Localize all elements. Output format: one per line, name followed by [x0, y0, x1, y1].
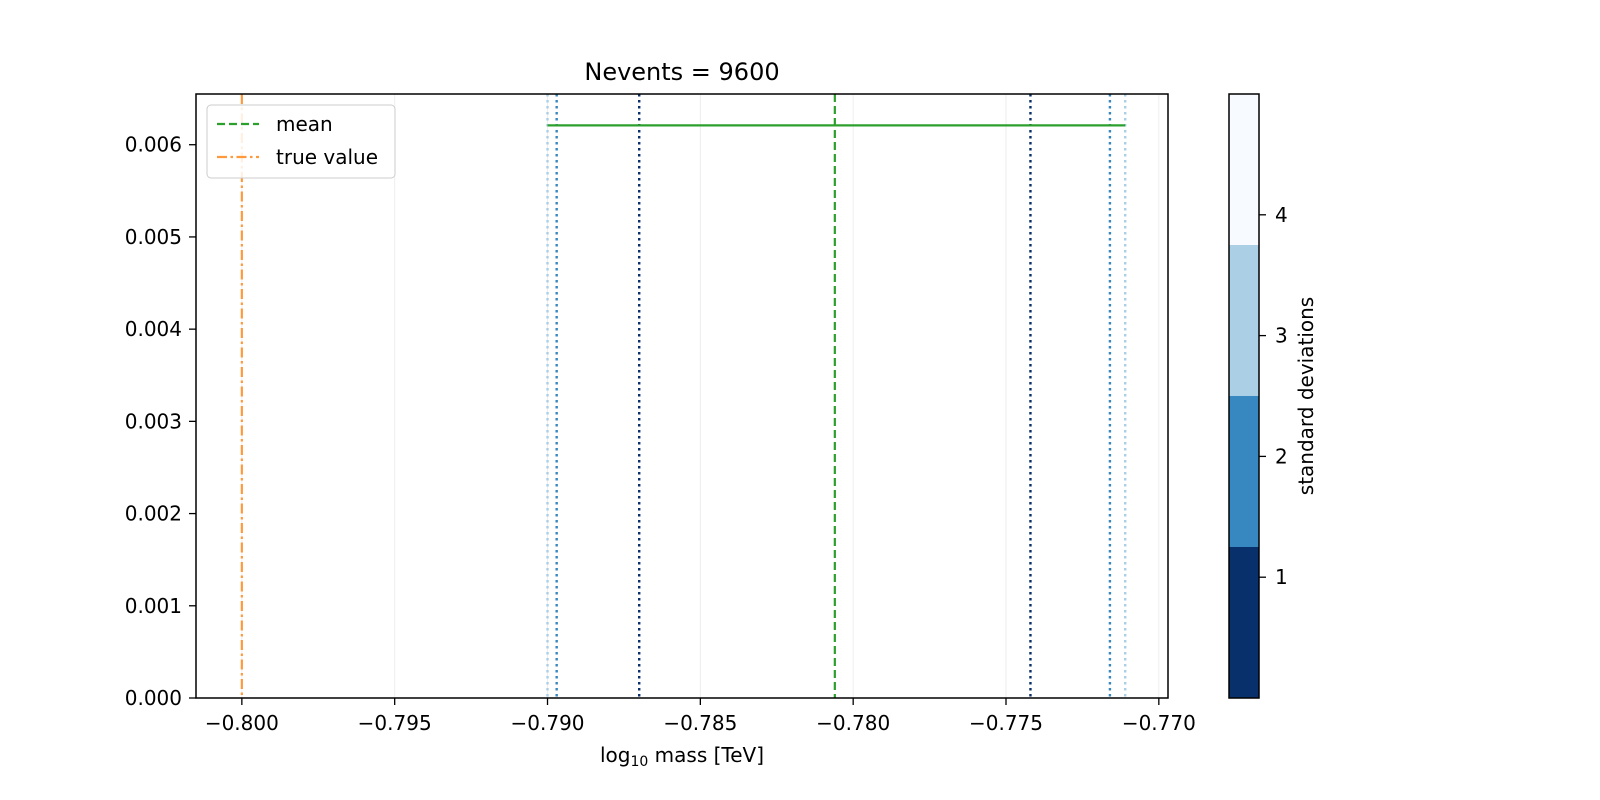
legend-label-true-value: true value: [276, 145, 378, 169]
colorbar-tick-label: 2: [1275, 444, 1288, 468]
x-tick-label: −0.780: [816, 711, 890, 735]
legend: mean true value: [206, 104, 396, 179]
x-axis-label: log10 mass [TeV]: [600, 743, 764, 770]
x-axis-label-base: log: [600, 743, 631, 767]
data-lines: [240, 94, 1127, 698]
y-tick-label: 0.002: [125, 502, 182, 526]
colorbar-label: standard deviations: [1294, 297, 1318, 495]
y-tick-label: 0.001: [125, 594, 182, 618]
y-axis: 0.000 0.001 0.002 0.003 0.004 0.005 0.006: [125, 133, 196, 710]
x-axis: −0.800 −0.795 −0.790 −0.785 −0.780 −0.775 −0.7…: [205, 698, 1196, 735]
y-tick-label: 0.004: [125, 317, 182, 341]
colorbar-frame: [1228, 93, 1260, 699]
colorbar-tick-label: 3: [1275, 324, 1288, 348]
x-tick-label: −0.775: [969, 711, 1043, 735]
y-tick-label: 0.000: [125, 686, 182, 710]
y-tick-label: 0.003: [125, 409, 182, 433]
x-tick-label: −0.790: [511, 711, 585, 735]
colorbar-band: [1229, 396, 1259, 547]
plot-area: −0.800 −0.795 −0.790 −0.785 −0.780 −0.775 −0.7…: [125, 93, 1196, 735]
gridlines: [241, 94, 1160, 698]
colorbar: 1 2 3 4 standard deviations: [1228, 93, 1318, 699]
colorbar-tick-label: 4: [1275, 203, 1288, 227]
x-tick-label: −0.770: [1122, 711, 1196, 735]
y-tick-label: 0.005: [125, 225, 182, 249]
x-axis-label-subscript: 10: [630, 754, 648, 770]
chart-title: Nevents = 9600: [584, 58, 779, 86]
colorbar-band: [1229, 547, 1259, 698]
x-tick-label: −0.785: [663, 711, 737, 735]
y-tick-label: 0.006: [125, 133, 182, 157]
colorbar-tick-label: 1: [1275, 565, 1288, 589]
x-tick-label: −0.795: [358, 711, 432, 735]
colorbar-band: [1229, 94, 1259, 245]
legend-label-mean: mean: [276, 112, 333, 136]
colorbar-ticks: 1 2 3 4: [1259, 203, 1288, 589]
x-tick-label: −0.800: [205, 711, 279, 735]
colorbar-band: [1229, 245, 1259, 396]
x-axis-label-rest: mass [TeV]: [648, 743, 764, 767]
plot-frame: [195, 93, 1169, 699]
colorbar-bands: [1229, 94, 1259, 698]
